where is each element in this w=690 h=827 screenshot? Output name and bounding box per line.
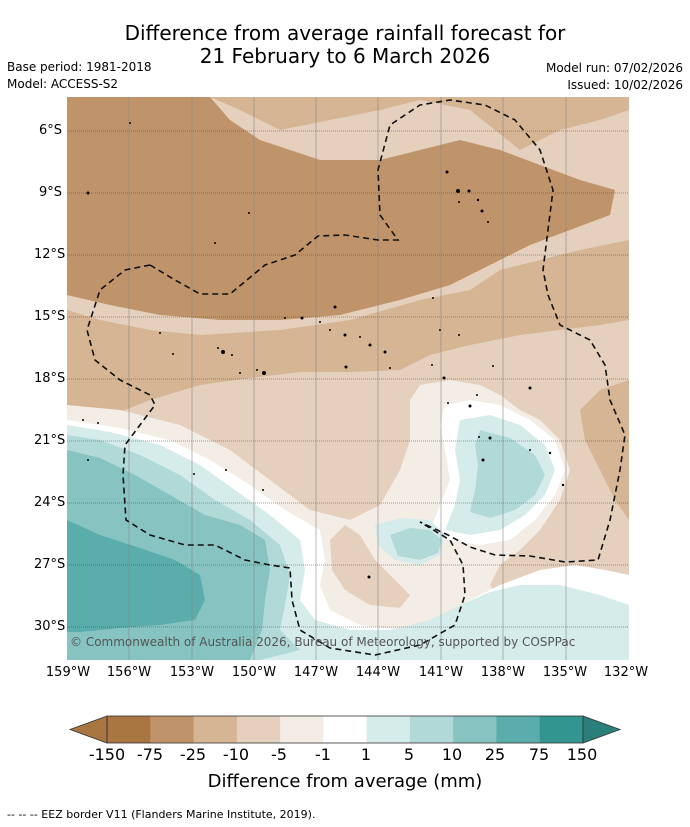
colorbar-tick: -75 <box>136 745 164 764</box>
title-line-2: 21 February to 6 March 2026 <box>199 44 491 68</box>
region-mid-brown-right <box>580 380 629 520</box>
colorbar-cell <box>107 716 151 743</box>
model-run: Model run: 07/02/2026 <box>545 61 683 75</box>
colorbar-tick: -10 <box>222 745 250 764</box>
colorbar-tick: -5 <box>271 745 287 764</box>
lat-label: 24°S <box>34 495 66 510</box>
colorbar-right-arrow <box>582 715 622 744</box>
region-dark-brown <box>67 97 615 320</box>
meridians <box>128 97 567 660</box>
lat-label: 18°S <box>34 371 66 386</box>
region-mid-brown <box>67 97 629 440</box>
colorbar-cell <box>280 716 324 743</box>
lon-label: 156°W <box>106 665 152 680</box>
lat-label: 15°S <box>34 309 66 324</box>
title-line-1: Difference from average rainfall forecas… <box>124 21 566 45</box>
copyright-text: © Commonwealth of Australia 2026, Bureau… <box>70 635 575 649</box>
colorbar-tick: 5 <box>403 745 415 764</box>
lon-label: 147°W <box>293 665 339 680</box>
lat-label: 21°S <box>34 433 66 448</box>
colorbar-cell <box>409 716 454 743</box>
lon-label: 132°W <box>603 665 649 680</box>
colorbar-cell <box>539 716 584 743</box>
lon-label: 150°W <box>231 665 277 680</box>
region-brown-patch <box>330 525 410 608</box>
colorbar-cell <box>150 716 195 743</box>
colorbar-cell <box>453 716 497 743</box>
gridlines <box>67 130 629 628</box>
colorbar-tick: -1 <box>315 745 331 764</box>
meta-left: Base period: 1981-2018 Model: ACCESS-S2 <box>7 59 152 93</box>
colorbar-tick: 25 <box>484 745 506 764</box>
lat-label: 30°S <box>34 619 66 634</box>
meta-right: Model run: 07/02/2026 Issued: 10/02/2026 <box>546 60 683 94</box>
colorbar-cells <box>107 716 584 743</box>
lat-label: 6°S <box>38 123 62 138</box>
eez-legend-note: -- -- -- EEZ border V11 (Flanders Marine… <box>7 808 316 821</box>
lon-label: 159°W <box>45 665 91 680</box>
colorbar-title: Difference from average (mm) <box>207 771 483 792</box>
colorbar-frame <box>106 715 584 744</box>
colorbar-cell <box>366 716 411 743</box>
lat-label: 9°S <box>38 185 62 200</box>
colorbar-tick: 10 <box>441 745 463 764</box>
lon-label: 138°W <box>480 665 526 680</box>
lon-label: 141°W <box>418 665 464 680</box>
eez-borders <box>86 99 626 656</box>
map-title: Difference from average rainfall forecas… <box>0 22 690 68</box>
colorbar-cell <box>496 716 541 743</box>
lat-label: 27°S <box>34 557 66 572</box>
lon-label: 135°W <box>542 665 588 680</box>
model-name: Model: ACCESS-S2 <box>7 77 119 91</box>
region-teal-dark <box>67 520 205 632</box>
colorbar-tick: -150 <box>88 745 126 764</box>
colorbar-left-arrow <box>68 715 108 744</box>
lon-label: 144°W <box>355 665 401 680</box>
colorbar-tick: 1 <box>360 745 372 764</box>
colorbar-tick: 75 <box>528 745 550 764</box>
colorbar-cell <box>323 716 368 743</box>
colorbar-cell <box>236 716 281 743</box>
colorbar-tick: -25 <box>179 745 207 764</box>
colorbar-tick: 150 <box>566 745 598 764</box>
island-markers <box>82 122 565 579</box>
base-period: Base period: 1981-2018 <box>7 60 152 74</box>
lon-label: 153°W <box>169 665 215 680</box>
issued-date: Issued: 10/02/2026 <box>567 78 683 92</box>
colorbar-cell <box>193 716 238 743</box>
lat-label: 12°S <box>34 247 66 262</box>
